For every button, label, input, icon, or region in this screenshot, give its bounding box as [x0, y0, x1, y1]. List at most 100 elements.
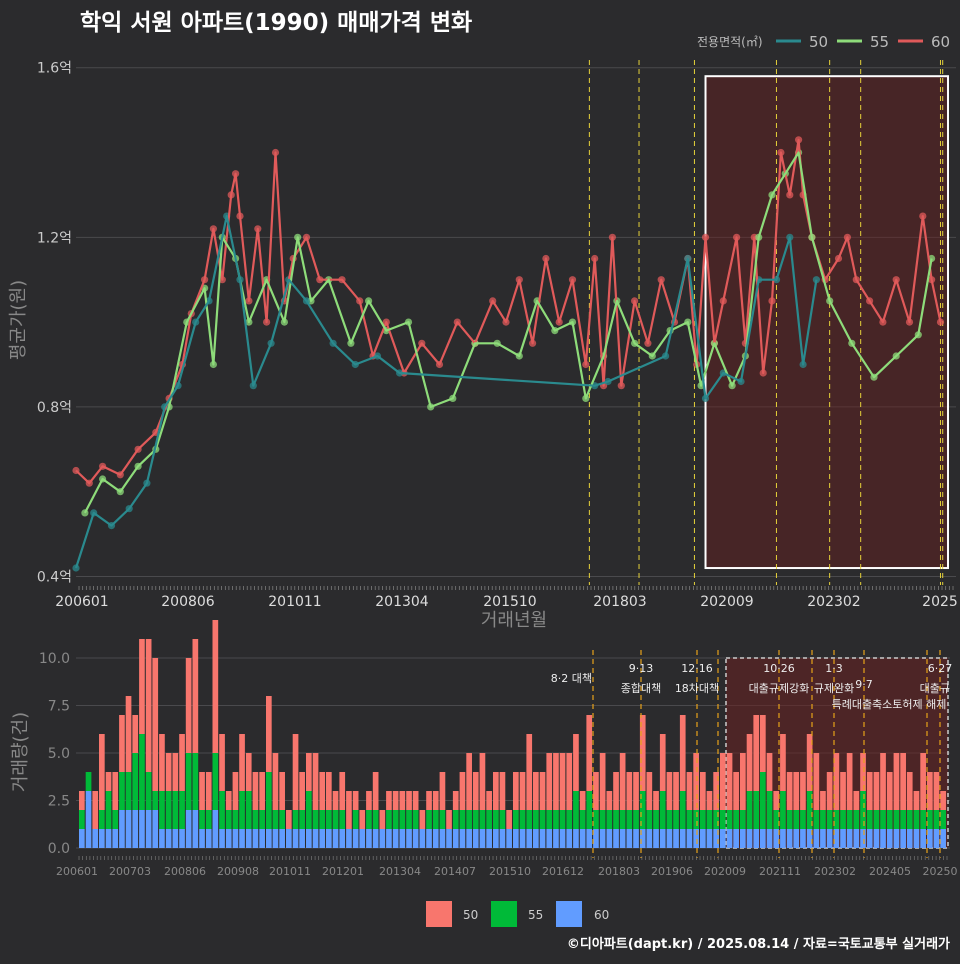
bar-50: [766, 753, 773, 791]
bar-60: [245, 829, 252, 848]
bar-60: [519, 829, 526, 848]
bar-50: [432, 791, 439, 810]
bar-50: [679, 715, 686, 791]
bar-55: [452, 810, 459, 829]
bar-55: [232, 810, 239, 829]
bar-50: [272, 753, 279, 810]
bar-60: [506, 829, 512, 848]
bar-60: [593, 829, 599, 848]
bar-60: [639, 829, 646, 848]
bar-60: [586, 829, 593, 848]
policy-label-4b: 대출규제강화: [749, 682, 810, 695]
bar-50: [546, 753, 553, 810]
bottom-ytick-label: 2.5: [48, 794, 70, 810]
bottom-policy-lines: [592, 650, 941, 858]
bar-60: [152, 810, 159, 848]
bar-55: [826, 810, 833, 829]
bar-55: [319, 810, 326, 829]
bar-60: [359, 829, 366, 848]
bar-50: [292, 734, 299, 810]
bar-55: [553, 810, 559, 829]
bar-55: [673, 810, 679, 829]
bar-50: [112, 772, 119, 810]
bar-60: [219, 829, 225, 848]
bar-60: [412, 829, 419, 848]
bar-50: [412, 791, 419, 810]
bar-50: [686, 772, 693, 810]
bar-55: [700, 810, 706, 829]
bar-55: [793, 810, 800, 829]
bar-60: [192, 810, 199, 848]
bar-55: [686, 810, 693, 829]
top-ytick-label: 0.8억: [37, 400, 72, 416]
bar-55: [205, 810, 212, 829]
bar-55: [720, 810, 726, 829]
policy-label-7b: 대출규: [920, 682, 950, 695]
bar-55: [219, 791, 225, 829]
top-ytick-label: 0.4억: [37, 570, 72, 586]
bottom-xtick-label: 202302: [814, 865, 856, 878]
bar-55: [386, 810, 392, 829]
bar-55: [279, 810, 285, 829]
bottom-xtick-label: 200703: [109, 865, 151, 878]
bar-55: [579, 810, 586, 829]
bar-60: [853, 829, 860, 848]
bar-60: [292, 829, 299, 848]
bottom-xtick-label: 201407: [434, 865, 476, 878]
bar-60: [766, 829, 773, 848]
bar-55: [853, 810, 860, 829]
bar-60: [92, 829, 99, 848]
bottom-legend-label-55: 55: [528, 908, 543, 922]
bar-50: [740, 753, 746, 810]
bar-60: [319, 829, 326, 848]
bar-50: [386, 791, 392, 810]
bar-60: [880, 829, 886, 848]
bar-60: [326, 829, 332, 848]
bar-50: [533, 772, 539, 810]
bar-55: [332, 810, 339, 829]
bar-55: [559, 810, 566, 829]
bar-55: [259, 810, 265, 829]
bar-60: [392, 829, 399, 848]
bottom-xtick-label: 201201: [322, 865, 364, 878]
bar-60: [399, 829, 406, 848]
bar-50: [493, 772, 499, 810]
bar-60: [266, 829, 272, 848]
bar-55: [666, 810, 673, 829]
bar-50: [713, 772, 719, 810]
bar-55: [252, 810, 259, 829]
bar-60: [659, 829, 666, 848]
bar-55: [927, 810, 933, 829]
bar-60: [846, 829, 853, 848]
bar-55: [820, 810, 826, 829]
top-line-60: [74, 215, 818, 569]
bar-60: [419, 829, 426, 848]
bar-60: [179, 829, 185, 848]
bar-55: [653, 810, 659, 829]
bar-50: [159, 734, 165, 791]
bar-60: [619, 829, 626, 848]
bar-55: [893, 810, 900, 829]
legend-label-60: 60: [931, 33, 950, 51]
bar-60: [706, 829, 713, 848]
bar-60: [499, 829, 506, 848]
bar-60: [906, 829, 913, 848]
bar-50: [659, 734, 666, 791]
bar-50: [259, 772, 265, 810]
bar-60: [746, 829, 753, 848]
bar-55: [693, 810, 699, 829]
bar-50: [599, 753, 606, 810]
bar-60: [339, 829, 346, 848]
bottom-xtick-label: 200806: [164, 865, 206, 878]
bar-60: [312, 829, 319, 848]
bar-50: [586, 715, 593, 791]
bar-55: [212, 753, 219, 810]
policy-label-5: 1·3: [825, 662, 843, 675]
bar-60: [205, 829, 212, 848]
legend-title: 전용면적(㎡): [697, 35, 763, 49]
bar-60: [79, 829, 85, 848]
bar-60: [426, 829, 432, 848]
bar-55: [152, 791, 159, 810]
bar-60: [646, 829, 653, 848]
bar-60: [900, 829, 906, 848]
